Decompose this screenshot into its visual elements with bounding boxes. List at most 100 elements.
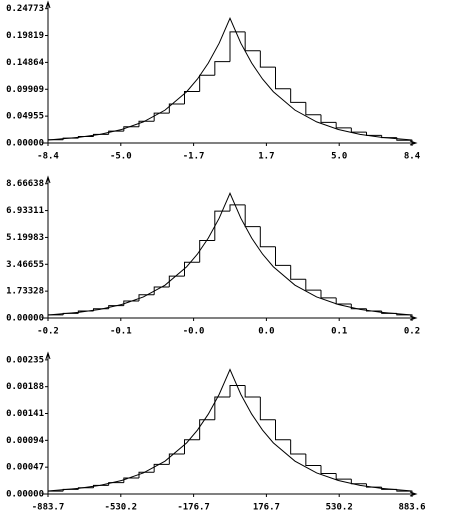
- x-axis: [42, 140, 418, 146]
- y-axis: [45, 0, 51, 143]
- histogram-bin: [153, 463, 170, 473]
- y-tick-label: 0.00235: [6, 355, 44, 365]
- histogram-bin: [290, 88, 306, 103]
- y-tick-label: 0.00000: [6, 490, 44, 500]
- histogram-bin: [259, 226, 276, 248]
- y-axis: [45, 351, 51, 494]
- histogram-bin: [350, 127, 367, 133]
- y-axis: [45, 175, 51, 318]
- y-tick-label: 1.73328: [6, 287, 44, 297]
- x-tick-label: -1.7: [183, 152, 205, 162]
- histogram-bin: [305, 102, 321, 116]
- histogram-bin: [153, 286, 170, 295]
- histogram-bin: [93, 133, 109, 137]
- y-tick-label: 5.19983: [6, 233, 44, 243]
- x-tick-label: 530.2: [326, 503, 353, 513]
- y-tick-label: 0.00000: [6, 314, 44, 324]
- histogram-bin: [275, 419, 291, 441]
- histogram-bin: [214, 210, 230, 241]
- x-tick-label: -0.2: [37, 327, 59, 337]
- y-tick-label: 6.93311: [6, 206, 44, 216]
- histogram-bin: [335, 122, 352, 129]
- histogram-bin: [199, 240, 215, 263]
- histogram-bin: [275, 246, 291, 266]
- x-tick-label: -530.2: [105, 503, 138, 513]
- histogram-bin: [199, 419, 215, 440]
- x-tick-label: -0.1: [110, 327, 132, 337]
- x-tick-label: -8.4: [37, 152, 59, 162]
- histogram-bin: [244, 385, 261, 398]
- histogram-bin: [229, 385, 246, 397]
- x-tick-label: -0.0: [183, 327, 205, 337]
- histogram-bin: [320, 290, 337, 299]
- x-axis: [42, 315, 418, 321]
- y-tick-label: 0.24773: [6, 4, 44, 14]
- histogram-bin: [123, 477, 139, 483]
- histogram-bin: [108, 482, 124, 486]
- histogram-bin: [214, 396, 230, 420]
- x-tick-label: -176.7: [177, 503, 210, 513]
- y-tick-label: 0.00094: [6, 436, 45, 446]
- histogram-bin: [290, 265, 306, 280]
- histogram-bin: [168, 453, 185, 465]
- histogram-bin: [47, 490, 64, 494]
- y-tick-label: 0.19819: [6, 31, 44, 41]
- y-tick-label: 0.14864: [6, 58, 45, 68]
- histogram-bin: [229, 31, 246, 62]
- y-tick-label: 0.00047: [6, 463, 44, 473]
- histogram-bin: [366, 308, 382, 312]
- histogram-bin: [153, 112, 170, 122]
- histogram-bin: [123, 126, 139, 132]
- histogram-bin: [335, 473, 352, 480]
- density-curve: [47, 17, 413, 141]
- x-tick-label: 5.0: [331, 152, 347, 162]
- histogram-bin: [259, 50, 276, 68]
- histogram-bin: [350, 479, 367, 485]
- histogram-bin: [275, 67, 291, 90]
- histogram-bin: [396, 489, 413, 494]
- histogram-bin: [214, 61, 230, 76]
- histogram-bin: [168, 103, 185, 114]
- density-curve: [47, 368, 413, 492]
- density-curve: [47, 192, 413, 316]
- y-tick-label: 0.00141: [6, 409, 44, 419]
- histogram-bin: [335, 297, 352, 305]
- histogram-bin: [320, 465, 337, 474]
- y-tick-label: 0.00000: [6, 139, 44, 149]
- x-tick-label: 8.4: [404, 152, 421, 162]
- histogram-bin: [366, 483, 382, 488]
- histogram-bin: [199, 74, 215, 92]
- histogram-bin: [184, 261, 200, 277]
- histogram-bin: [366, 132, 382, 136]
- x-tick-label: 883.6: [398, 503, 425, 513]
- histogram-bin: [244, 31, 261, 52]
- x-tick-label: -883.7: [32, 503, 65, 513]
- x-tick-label: -5.0: [110, 152, 132, 162]
- x-tick-label: 176.7: [253, 503, 280, 513]
- y-tick-label: 0.09909: [6, 85, 44, 95]
- histogram-bin: [350, 304, 367, 310]
- x-tick-label: 0.2: [404, 327, 420, 337]
- histogram-bin: [305, 454, 321, 466]
- y-tick-label: 3.46655: [6, 260, 44, 270]
- histogram-bin: [229, 204, 246, 212]
- x-tick-label: 0.0: [258, 327, 274, 337]
- histogram-bin: [184, 439, 200, 455]
- x-axis: [42, 491, 418, 497]
- histogram-bin: [138, 120, 155, 127]
- histogram-bin: [184, 90, 200, 104]
- histogram-bin: [168, 275, 185, 288]
- histogram-bin: [244, 204, 261, 228]
- histogram-bin: [320, 114, 337, 123]
- y-tick-label: 0.00188: [6, 382, 44, 392]
- y-tick-label: 0.04955: [6, 112, 44, 122]
- histogram-bin: [93, 484, 109, 488]
- histogram-bin: [108, 130, 124, 135]
- histogram-bin: [290, 439, 306, 455]
- x-tick-label: 1.7: [258, 152, 274, 162]
- histogram-bin: [305, 279, 321, 291]
- histogram-bin: [138, 471, 155, 479]
- y-tick-label: 8.66638: [6, 179, 44, 189]
- x-tick-label: 0.1: [331, 327, 347, 337]
